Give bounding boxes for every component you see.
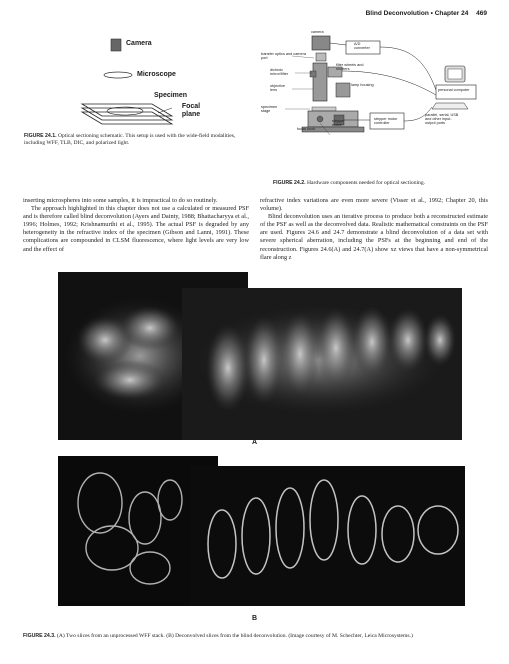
figure-24-1-caption: FIGURE 24.1. Optical sectioning schemati… [24, 133, 254, 147]
panel-b-label: B [252, 615, 258, 622]
figure-24-1-caption-label: FIGURE 24.1. [24, 133, 57, 139]
dichroic-label: dichroic mirror/filter [270, 68, 289, 76]
figure-24-2-caption-label: FIGURE 24.2. [273, 180, 306, 186]
figure-24-3-caption-label: FIGURE 24.3. [23, 633, 56, 639]
page-number: 469 [476, 10, 487, 17]
microscope-label: Microscope [137, 71, 176, 78]
specimen-label: Specimen [154, 92, 188, 99]
body-left-paragraph-1: inserting microspheres into some samples… [23, 197, 218, 204]
personal-computer-label: personal computer [438, 88, 470, 92]
body-column-left: inserting microspheres into some samples… [23, 197, 249, 254]
running-title: Blind Deconvolution [365, 10, 429, 17]
objective-lens-label: objective lens [270, 84, 285, 92]
figure-24-1: Camera Microscope Specimen Focal plane F… [0, 0, 250, 180]
filter-wheels-label: filter wheels and shutters [336, 63, 364, 71]
body-right-paragraph-1: refractive index variations are even mor… [260, 197, 488, 213]
figure-24-3-caption-text: (A) Two slices from an unprocessed WFF s… [56, 633, 413, 639]
camera-label: camera [311, 30, 324, 34]
running-header: Blind Deconvolution • Chapter 24 469 [366, 10, 487, 17]
stepper-motor-label: stepper motor [332, 119, 345, 127]
focal-plane-label: Focal plane [181, 103, 201, 118]
body-column-right: refractive index variations are even mor… [260, 197, 488, 262]
stepper-motor-controller-label: stepper motor controller [374, 117, 398, 125]
ad-converter-label: A/D converter [354, 42, 370, 50]
figure-24-1-caption-text: Optical sectioning schematic. This setup… [24, 133, 236, 146]
figure-24-2: camera A/D converter transfer optics and… [250, 25, 509, 195]
lamp-housing-label: lamp housing [351, 83, 374, 87]
transfer-optics-label: transfer optics and camera port [261, 52, 306, 60]
optical-sectioning-schematic [80, 38, 174, 125]
figure-24-2-caption-text: Hardware components needed for optical s… [306, 180, 426, 186]
ports-label: parallel, serial, USB and other input-ou… [425, 113, 459, 125]
hardware-diagram [285, 35, 477, 136]
specimen-stage-label: specimen stage [261, 105, 278, 113]
chapter-label: Chapter 24 [434, 10, 469, 17]
body-left-paragraph-2: The approach highlighted in this chapter… [23, 205, 249, 253]
body-right-paragraph-2: Blind deconvolution uses an iterative pr… [260, 213, 488, 261]
figure-24-3: A B FIGURE 24.3. (A) Two slices from an … [0, 268, 509, 664]
micrograph-panels [58, 272, 465, 606]
panel-b-right-image [190, 466, 465, 606]
camera-label: Camera [126, 40, 152, 47]
panel-a-label: A [252, 439, 258, 446]
figure-24-3-caption: FIGURE 24.3. (A) Two slices from an unpr… [23, 633, 493, 640]
bullet-separator: • [430, 10, 433, 17]
focus-knob-label: focus knob [297, 127, 316, 131]
figure-24-2-caption: FIGURE 24.2. Hardware components needed … [273, 180, 508, 187]
